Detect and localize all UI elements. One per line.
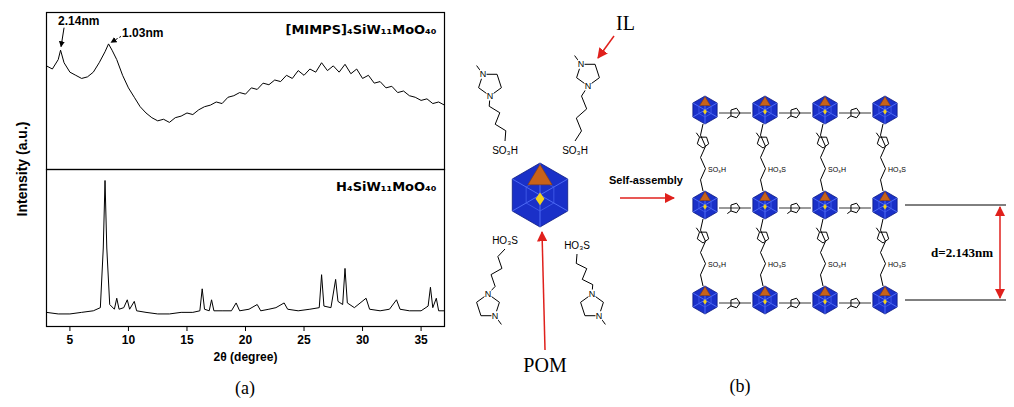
- svg-text:HO₃S: HO₃S: [888, 261, 906, 268]
- svg-text:N: N: [480, 69, 487, 79]
- svg-text:35: 35: [414, 333, 428, 347]
- svg-text:25: 25: [297, 333, 311, 347]
- svg-text:30: 30: [356, 333, 370, 347]
- svg-text:SO₃H: SO₃H: [708, 166, 726, 173]
- svg-text:N: N: [596, 311, 603, 321]
- svg-text:N: N: [485, 289, 492, 299]
- svg-text:N: N: [487, 91, 494, 101]
- svg-text:1.03nm: 1.03nm: [122, 26, 163, 40]
- html-text:Intensity (a.u.): Intensity (a.u.): [14, 121, 30, 217]
- svg-text:N: N: [589, 289, 596, 299]
- svg-text:Self-assembly: Self-assembly: [609, 174, 684, 186]
- svg-text:POM: POM: [523, 354, 567, 376]
- svg-text:IL: IL: [616, 12, 635, 34]
- svg-text:10: 10: [122, 333, 136, 347]
- svg-text:N: N: [585, 81, 592, 91]
- svg-text:20: 20: [239, 333, 253, 347]
- svg-text:SO₃H: SO₃H: [562, 145, 588, 156]
- svg-text:H₄SiW₁₁MoO₄₀: H₄SiW₁₁MoO₄₀: [336, 179, 437, 194]
- svg-text:N: N: [578, 59, 585, 69]
- svg-text:5: 5: [67, 333, 74, 347]
- svg-text:SO₃H: SO₃H: [828, 261, 846, 268]
- svg-text:SO₃H: SO₃H: [828, 166, 846, 173]
- html-text:(a): (a): [235, 378, 255, 398]
- svg-text:15: 15: [180, 333, 194, 347]
- svg-text:HO₃S: HO₃S: [768, 166, 786, 173]
- svg-text:2θ (degree): 2θ (degree): [214, 350, 278, 364]
- svg-text:N: N: [492, 311, 499, 321]
- svg-text:HO₃S: HO₃S: [564, 240, 590, 251]
- svg-text:(b): (b): [730, 376, 751, 397]
- svg-text:SO₃H: SO₃H: [708, 261, 726, 268]
- svg-text:HO₃S: HO₃S: [492, 235, 518, 246]
- svg-text:HO₃S: HO₃S: [768, 261, 786, 268]
- svg-text:SO₃H: SO₃H: [492, 145, 518, 156]
- svg-text:HO₃S: HO₃S: [888, 166, 906, 173]
- svg-text:[MIMPS]₄SiW₁₁MoO₄₀: [MIMPS]₄SiW₁₁MoO₄₀: [285, 22, 436, 37]
- svg-text:2.14nm: 2.14nm: [58, 14, 99, 28]
- svg-text:d=2.143nm: d=2.143nm: [931, 245, 993, 260]
